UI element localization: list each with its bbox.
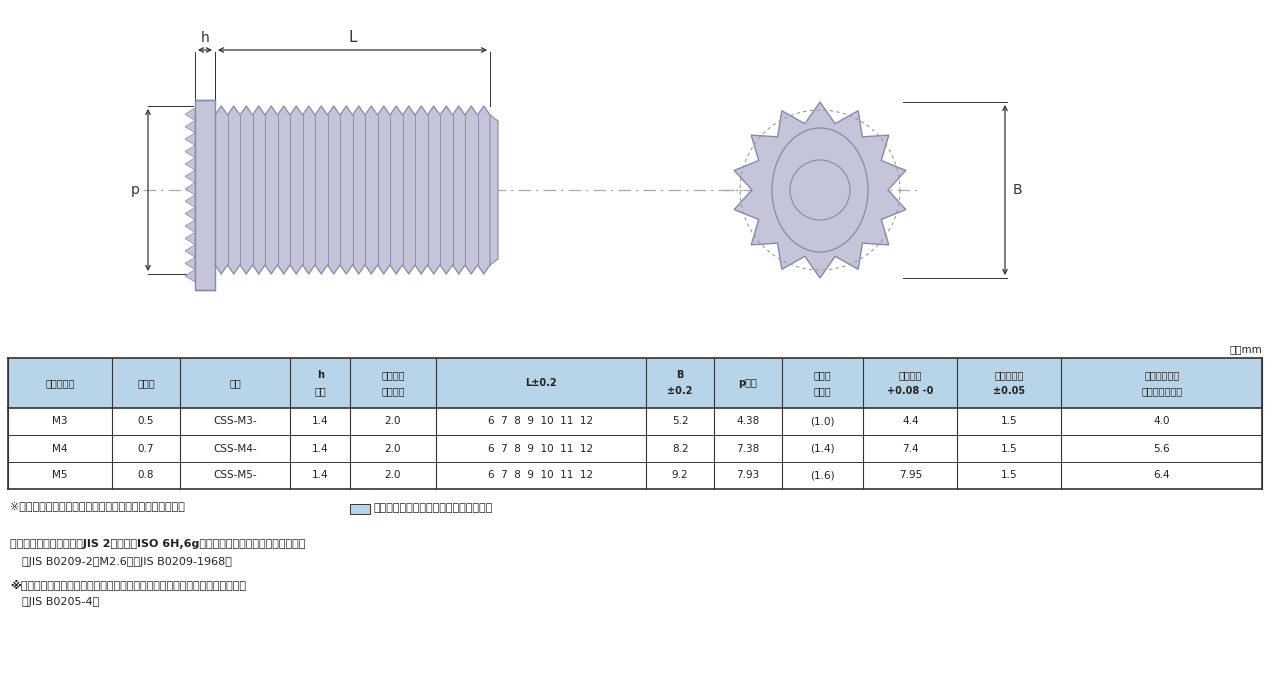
Text: ±0.2: ±0.2: [668, 386, 693, 396]
Text: 4.0: 4.0: [1153, 416, 1170, 426]
Bar: [215, 115, 490, 265]
Text: L±0.2: L±0.2: [525, 378, 556, 388]
Text: 6.4: 6.4: [1153, 471, 1170, 481]
Bar: [8, 462, 1262, 489]
Text: 取付穴径: 取付穴径: [898, 370, 922, 380]
Text: CSS-M3-: CSS-M3-: [213, 416, 257, 426]
Text: 1.5: 1.5: [1001, 471, 1017, 481]
Text: 7.4: 7.4: [902, 443, 918, 454]
Text: 最大: 最大: [315, 386, 326, 396]
Text: 8.2: 8.2: [672, 443, 688, 454]
Polygon shape: [185, 146, 196, 158]
Bar: [8, 408, 1262, 435]
Text: 弊社規格品のねじ精度はJIS 2級またはISO 6H,6gの有効径範囲を満たすものである。: 弊社規格品のねじ精度はJIS 2級またはISO 6H,6gの有効径範囲を満たすも…: [10, 539, 305, 549]
Text: M4: M4: [52, 443, 67, 454]
Text: 4.4: 4.4: [902, 416, 918, 426]
Text: 2.0: 2.0: [385, 443, 401, 454]
Text: B: B: [677, 370, 683, 380]
Text: L: L: [348, 30, 357, 45]
Text: 0.8: 0.8: [137, 471, 154, 481]
Text: （JIS B0209-2、M2.6のみJIS B0209-1968）: （JIS B0209-2、M2.6のみJIS B0209-1968）: [22, 557, 232, 567]
Text: B: B: [1013, 183, 1022, 197]
Ellipse shape: [772, 128, 867, 252]
Text: M3: M3: [52, 416, 67, 426]
Text: 0.7: 0.7: [137, 443, 154, 454]
Bar: [8, 435, 1262, 462]
Text: （JIS B0205-4）: （JIS B0205-4）: [22, 597, 99, 607]
Polygon shape: [215, 106, 490, 274]
Text: 単位mm: 単位mm: [1229, 344, 1262, 354]
Polygon shape: [185, 207, 196, 220]
Text: (1.4): (1.4): [810, 443, 834, 454]
Polygon shape: [185, 257, 196, 269]
Bar: [8, 358, 1262, 408]
Text: 1.4: 1.4: [312, 443, 329, 454]
Bar: [196, 100, 215, 290]
Text: ±0.05: ±0.05: [993, 386, 1025, 396]
Polygon shape: [185, 170, 196, 182]
Text: 1.5: 1.5: [1001, 416, 1017, 426]
Text: 取付穴中心と: 取付穴中心と: [1144, 370, 1180, 380]
Text: 6  7  8  9  10  11  12: 6 7 8 9 10 11 12: [489, 443, 593, 454]
Text: CSS-M5-: CSS-M5-: [213, 471, 257, 481]
Text: ネジ部: ネジ部: [814, 386, 832, 396]
Text: 不完全: 不完全: [814, 370, 832, 380]
Text: 2.0: 2.0: [385, 416, 401, 426]
Text: +0.08 -0: +0.08 -0: [886, 386, 933, 396]
Text: CSS-M4-: CSS-M4-: [213, 443, 257, 454]
Polygon shape: [490, 115, 498, 265]
Text: 最小板厚: 最小板厚: [381, 386, 405, 396]
Circle shape: [790, 160, 850, 220]
Text: (1.0): (1.0): [810, 416, 834, 426]
Polygon shape: [185, 182, 196, 195]
Text: 使用可能: 使用可能: [381, 370, 405, 380]
Text: (1.6): (1.6): [810, 471, 834, 481]
Text: 1.5: 1.5: [1001, 443, 1017, 454]
Text: ピッチ: ピッチ: [137, 378, 155, 388]
Text: 7.38: 7.38: [737, 443, 759, 454]
Text: 7.95: 7.95: [899, 471, 922, 481]
Polygon shape: [185, 133, 196, 146]
Text: 1.4: 1.4: [312, 416, 329, 426]
Polygon shape: [185, 220, 196, 233]
Text: 0.5: 0.5: [137, 416, 154, 426]
Text: 5.6: 5.6: [1153, 443, 1170, 454]
Polygon shape: [734, 102, 906, 278]
Text: 型式: 型式: [229, 378, 241, 388]
Text: 取付穴深さ: 取付穴深さ: [994, 370, 1024, 380]
Text: ※表面処理後や打疵、キズ等による変形時は有効径を基準寸法まで許容する。: ※表面処理後や打疵、キズ等による変形時は有効径を基準寸法まで許容する。: [10, 579, 246, 590]
Text: p: p: [131, 183, 140, 197]
Text: h: h: [316, 370, 324, 380]
Text: ※表記以外のその他寸法についてはお問い合わせ下さい。: ※表記以外のその他寸法についてはお問い合わせ下さい。: [10, 501, 185, 511]
Polygon shape: [185, 108, 196, 120]
Polygon shape: [185, 269, 196, 282]
Text: 6  7  8  9  10  11  12: 6 7 8 9 10 11 12: [489, 471, 593, 481]
Polygon shape: [185, 158, 196, 170]
Polygon shape: [185, 195, 196, 207]
Text: 2.0: 2.0: [385, 471, 401, 481]
Text: 7.93: 7.93: [737, 471, 759, 481]
Polygon shape: [185, 245, 196, 257]
Text: 1.4: 1.4: [312, 471, 329, 481]
Text: 9.2: 9.2: [672, 471, 688, 481]
Polygon shape: [185, 120, 196, 133]
Text: 板端の最小距離: 板端の最小距離: [1142, 386, 1182, 396]
Polygon shape: [185, 233, 196, 245]
Text: M5: M5: [52, 471, 67, 481]
Text: については在庫をお問い合わせ下さい。: については在庫をお問い合わせ下さい。: [373, 503, 493, 513]
Text: p最大: p最大: [738, 378, 757, 388]
Bar: [351, 504, 370, 514]
Text: ねじの呼び: ねじの呼び: [46, 378, 75, 388]
Text: 6  7  8  9  10  11  12: 6 7 8 9 10 11 12: [489, 416, 593, 426]
Text: h: h: [201, 31, 210, 45]
Text: 4.38: 4.38: [737, 416, 759, 426]
Text: 5.2: 5.2: [672, 416, 688, 426]
